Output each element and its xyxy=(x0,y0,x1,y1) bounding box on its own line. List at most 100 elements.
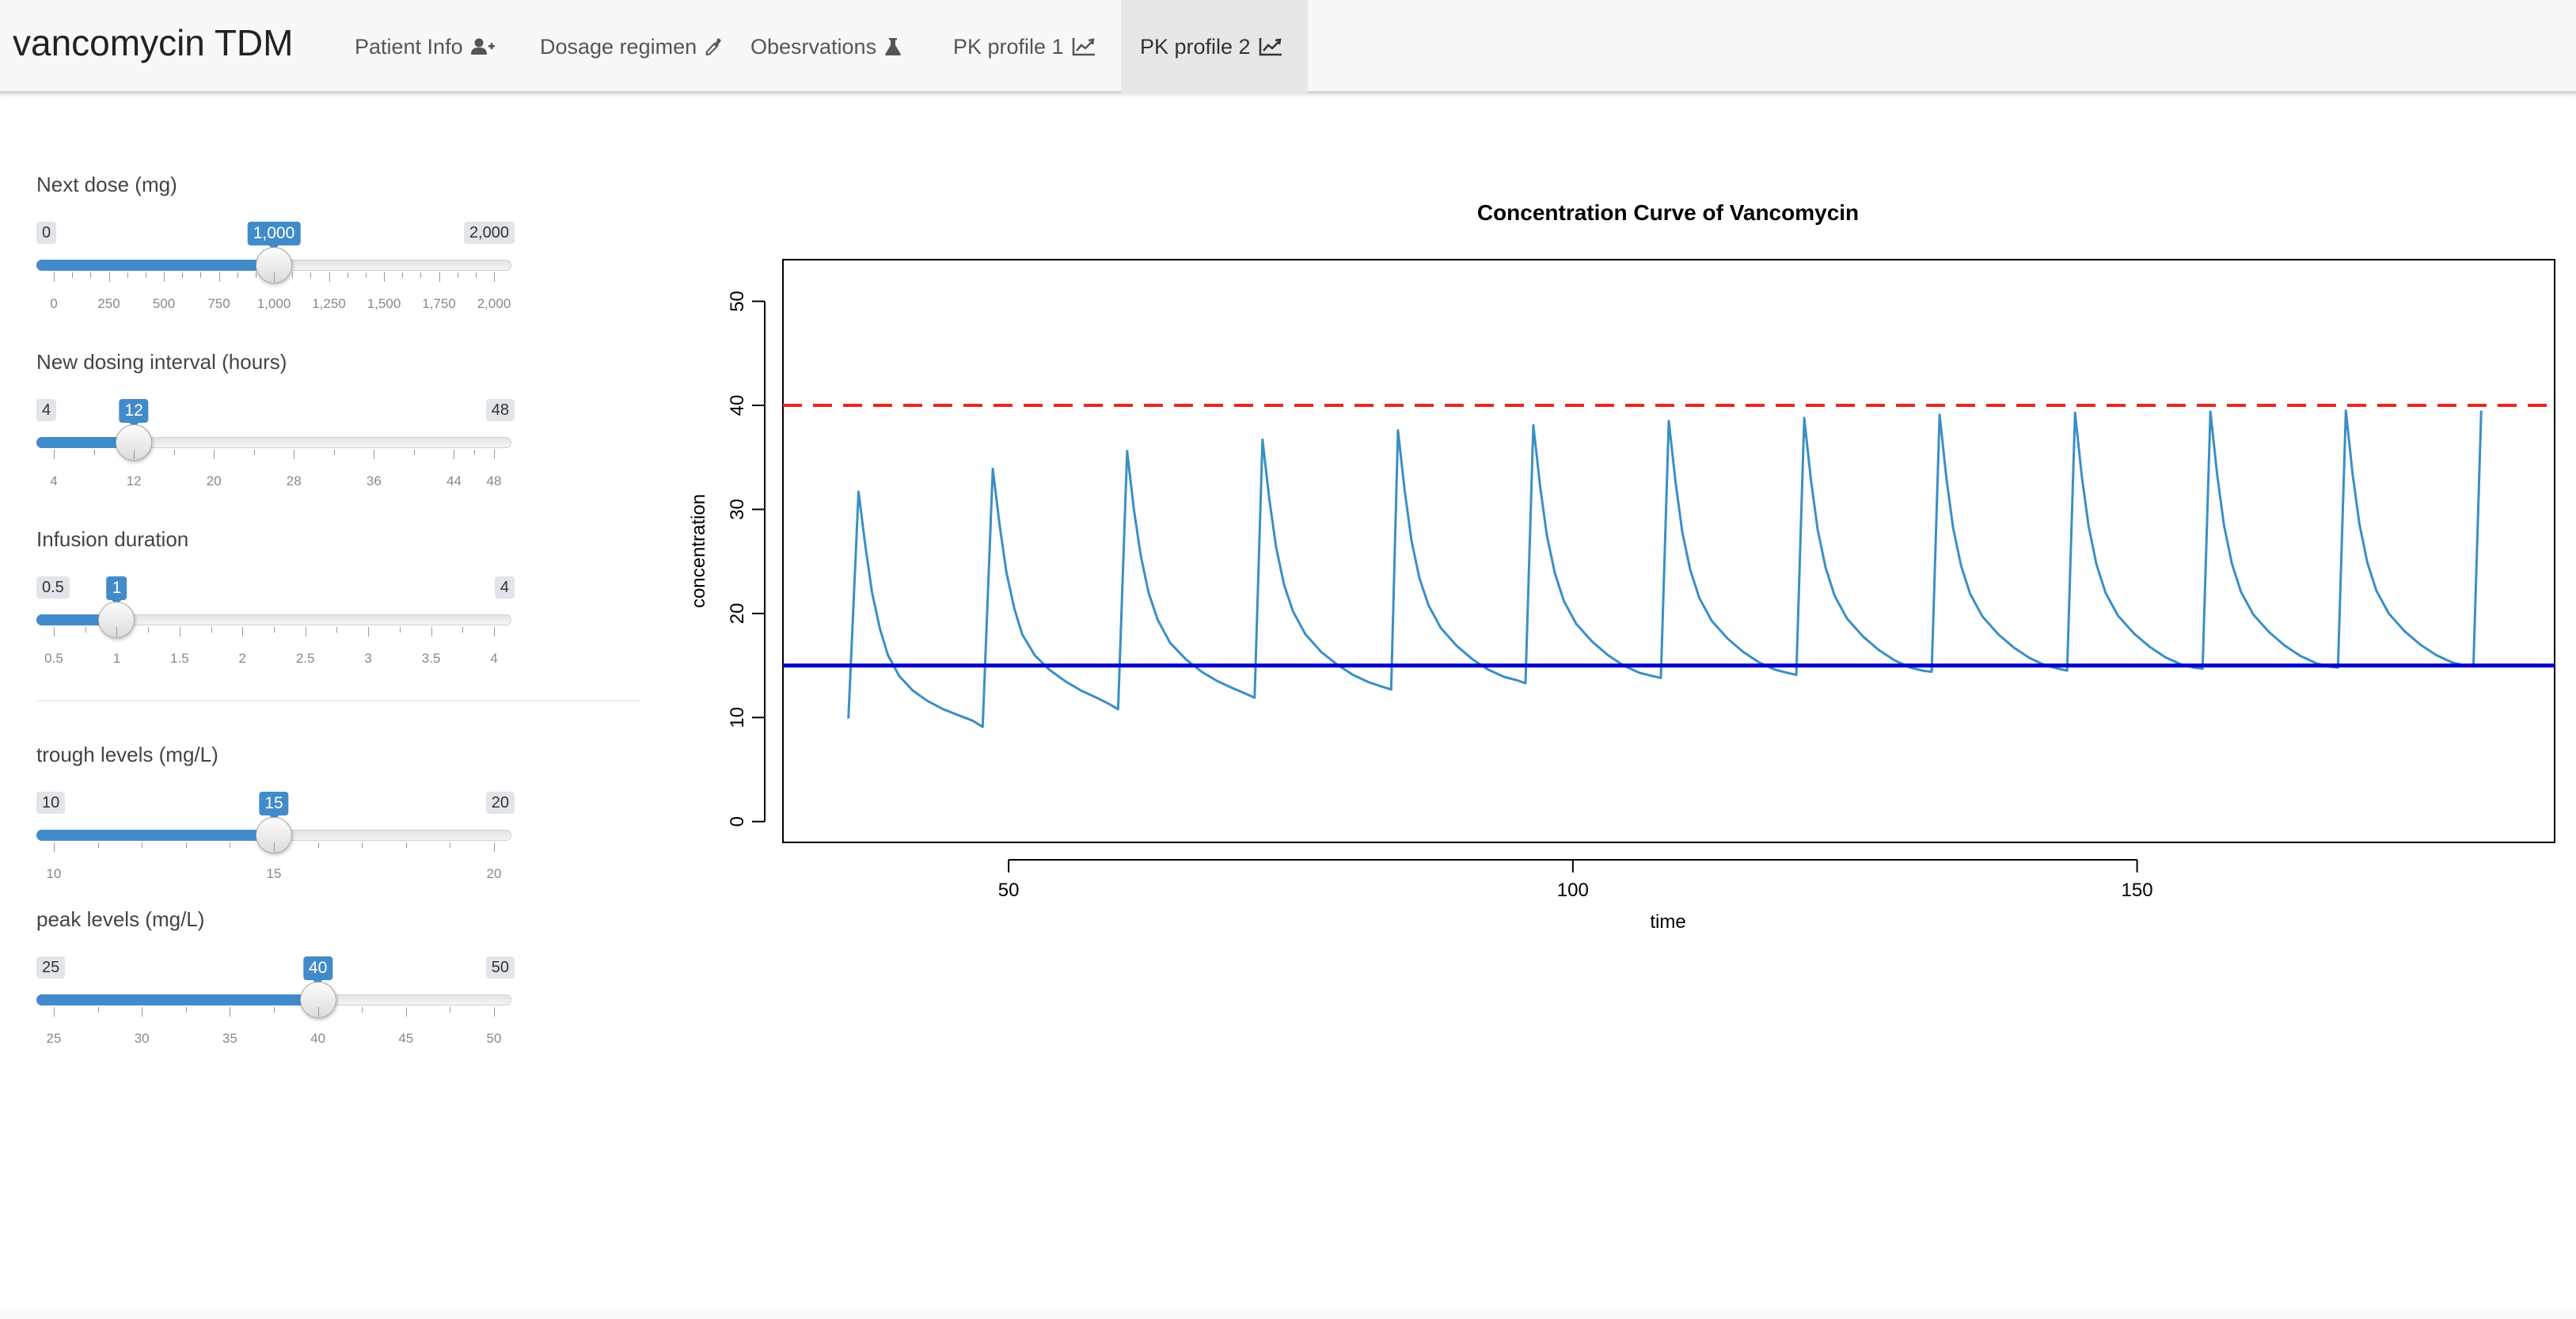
slider-max-label: 48 xyxy=(485,399,515,421)
line-chart-icon xyxy=(1072,37,1096,56)
slider-max-label: 4 xyxy=(494,576,515,599)
slider-minor-tick xyxy=(200,272,202,278)
slider-tick xyxy=(368,627,370,637)
slider-tick-label: 750 xyxy=(207,296,230,311)
slider-fill xyxy=(36,260,274,271)
slider-tick-label: 1 xyxy=(112,651,121,666)
slider-tick xyxy=(54,450,55,459)
slider-tick-label: 500 xyxy=(152,296,176,311)
y-tick-label: 10 xyxy=(727,707,748,728)
slider-tick-label: 250 xyxy=(97,296,120,311)
slider-tick xyxy=(439,272,440,282)
concentration-chart: Concentration Curve of Vancomycin 0 10 20 3… xyxy=(688,200,2555,933)
slider-tick-label: 36 xyxy=(366,473,382,488)
concentration-curve-line xyxy=(847,409,2483,728)
slider-tick xyxy=(164,272,165,282)
slider-tick-label: 2.5 xyxy=(295,651,315,666)
x-tick-label: 150 xyxy=(2122,880,2153,901)
slider-ticks: 0 250 500 750 1,000 1,250 1,500 1,750 2,000 xyxy=(36,272,511,311)
slider-tick-label: 25 xyxy=(46,1031,62,1046)
slider-tick-label: 20 xyxy=(206,473,222,488)
slider-tick xyxy=(54,842,55,852)
tab-observations[interactable]: Obesrvations xyxy=(731,0,934,93)
slider-tick xyxy=(494,272,495,282)
slider-min-label: 25 xyxy=(36,956,66,979)
slider-tick xyxy=(116,627,118,637)
slider-tick xyxy=(405,1007,407,1017)
slider-tick-label: 3.5 xyxy=(421,651,441,666)
slider-label: Next dose (mg) xyxy=(36,173,177,196)
nav-tabs: Patient Info Dosage regimen Obesrvatio xyxy=(336,0,1308,93)
slider-tick xyxy=(242,627,244,637)
slider-tick xyxy=(134,450,135,459)
slider-fill xyxy=(36,994,318,1005)
slider-tick xyxy=(431,627,432,637)
slider-value-label: 15 xyxy=(259,792,289,820)
slider-minor-tick xyxy=(333,450,335,455)
slider-minor-tick xyxy=(274,627,275,633)
slider-tick-label: 10 xyxy=(46,866,62,881)
slider-tick xyxy=(494,1007,495,1017)
dosing-interval-slider[interactable]: New dosing interval (hours) 4 48 12 4 12 2… xyxy=(36,350,515,488)
slider-min-label: 0.5 xyxy=(36,576,70,599)
slider-tick-label: 1,750 xyxy=(422,296,456,311)
navbar: vancomycin TDM Patient Info Dosage regim… xyxy=(0,0,2576,93)
slider-tick xyxy=(329,272,330,282)
slider-minor-tick xyxy=(475,272,477,278)
tab-patient-info[interactable]: Patient Info xyxy=(336,0,521,93)
slider-max-label: 20 xyxy=(485,792,515,814)
sidebar-divider xyxy=(36,700,641,701)
slider-minor-tick xyxy=(317,842,319,848)
slider-handle[interactable] xyxy=(299,982,336,1018)
tab-label: Obesrvations xyxy=(750,34,877,59)
slider-ticks: 4 12 20 28 36 44 48 xyxy=(36,450,511,488)
app-title: vancomycin TDM xyxy=(13,22,294,63)
trough-levels-slider[interactable]: trough levels (mg/L) 10 20 15 10 15 20 xyxy=(36,743,515,881)
slider-minor-tick xyxy=(336,627,338,633)
tab-pk-profile-1[interactable]: PK profile 1 xyxy=(934,0,1121,93)
slider-minor-tick xyxy=(399,627,401,633)
slider-minor-tick xyxy=(85,627,86,633)
peak-levels-slider[interactable]: peak levels (mg/L) 25 50 40 25 30 35 40 45 50 xyxy=(36,907,515,1046)
y-tick-label: 50 xyxy=(727,291,748,312)
slider-minor-tick xyxy=(97,842,99,848)
tab-dosage-regimen[interactable]: Dosage regimen xyxy=(521,0,731,93)
slider-minor-tick xyxy=(365,272,367,278)
y-tick-label: 40 xyxy=(727,395,748,416)
slider-ticks: 0.5 1 1.5 2 2.5 3 3.5 4 xyxy=(36,627,511,666)
slider-value-label: 12 xyxy=(119,399,149,428)
slider-min-label: 10 xyxy=(36,792,66,814)
slider-value-label: 40 xyxy=(302,956,333,985)
slider-tick-label: 20 xyxy=(486,866,502,881)
y-tick-label: 0 xyxy=(727,816,748,827)
slider-tick xyxy=(54,272,55,282)
user-plus-icon xyxy=(470,38,495,55)
slider-tick xyxy=(108,272,110,282)
slider-ticks: 10 15 20 xyxy=(36,842,511,881)
tab-pk-profile-2[interactable]: PK profile 2 xyxy=(1121,0,1308,93)
line-chart-icon xyxy=(1259,37,1282,56)
slider-tick-label: 48 xyxy=(486,473,502,488)
slider-tick xyxy=(384,272,385,282)
slider-tick xyxy=(494,627,495,637)
slider-tick-label: 28 xyxy=(286,473,302,488)
slider-value-label: 1,000 xyxy=(247,222,301,250)
y-axis: 0 10 20 30 40 50 xyxy=(727,291,766,827)
slider-minor-tick xyxy=(253,450,255,455)
slider-label: trough levels (mg/L) xyxy=(36,743,218,766)
slider-label: New dosing interval (hours) xyxy=(36,350,287,374)
eyedropper-icon xyxy=(705,37,724,56)
slider-tick-label: 15 xyxy=(266,866,282,881)
slider-tick-label: 35 xyxy=(222,1031,237,1046)
slider-minor-tick xyxy=(420,272,422,278)
slider-label: peak levels (mg/L) xyxy=(36,907,205,931)
infusion-duration-slider[interactable]: Infusion duration 0.5 4 1 0.5 1 1.5 2 2.5 3 3.… xyxy=(36,527,515,666)
slider-fill xyxy=(36,437,135,448)
slider-minor-tick xyxy=(405,842,407,848)
slider-minor-tick xyxy=(292,272,294,278)
next-dose-slider[interactable]: Next dose (mg) 0 2,000 1,000 0 250 500 750 1… xyxy=(36,173,515,311)
slider-minor-tick xyxy=(362,1007,363,1013)
slider-min-label: 0 xyxy=(36,222,57,244)
slider-minor-tick xyxy=(413,450,415,455)
series-layer xyxy=(783,404,2555,728)
